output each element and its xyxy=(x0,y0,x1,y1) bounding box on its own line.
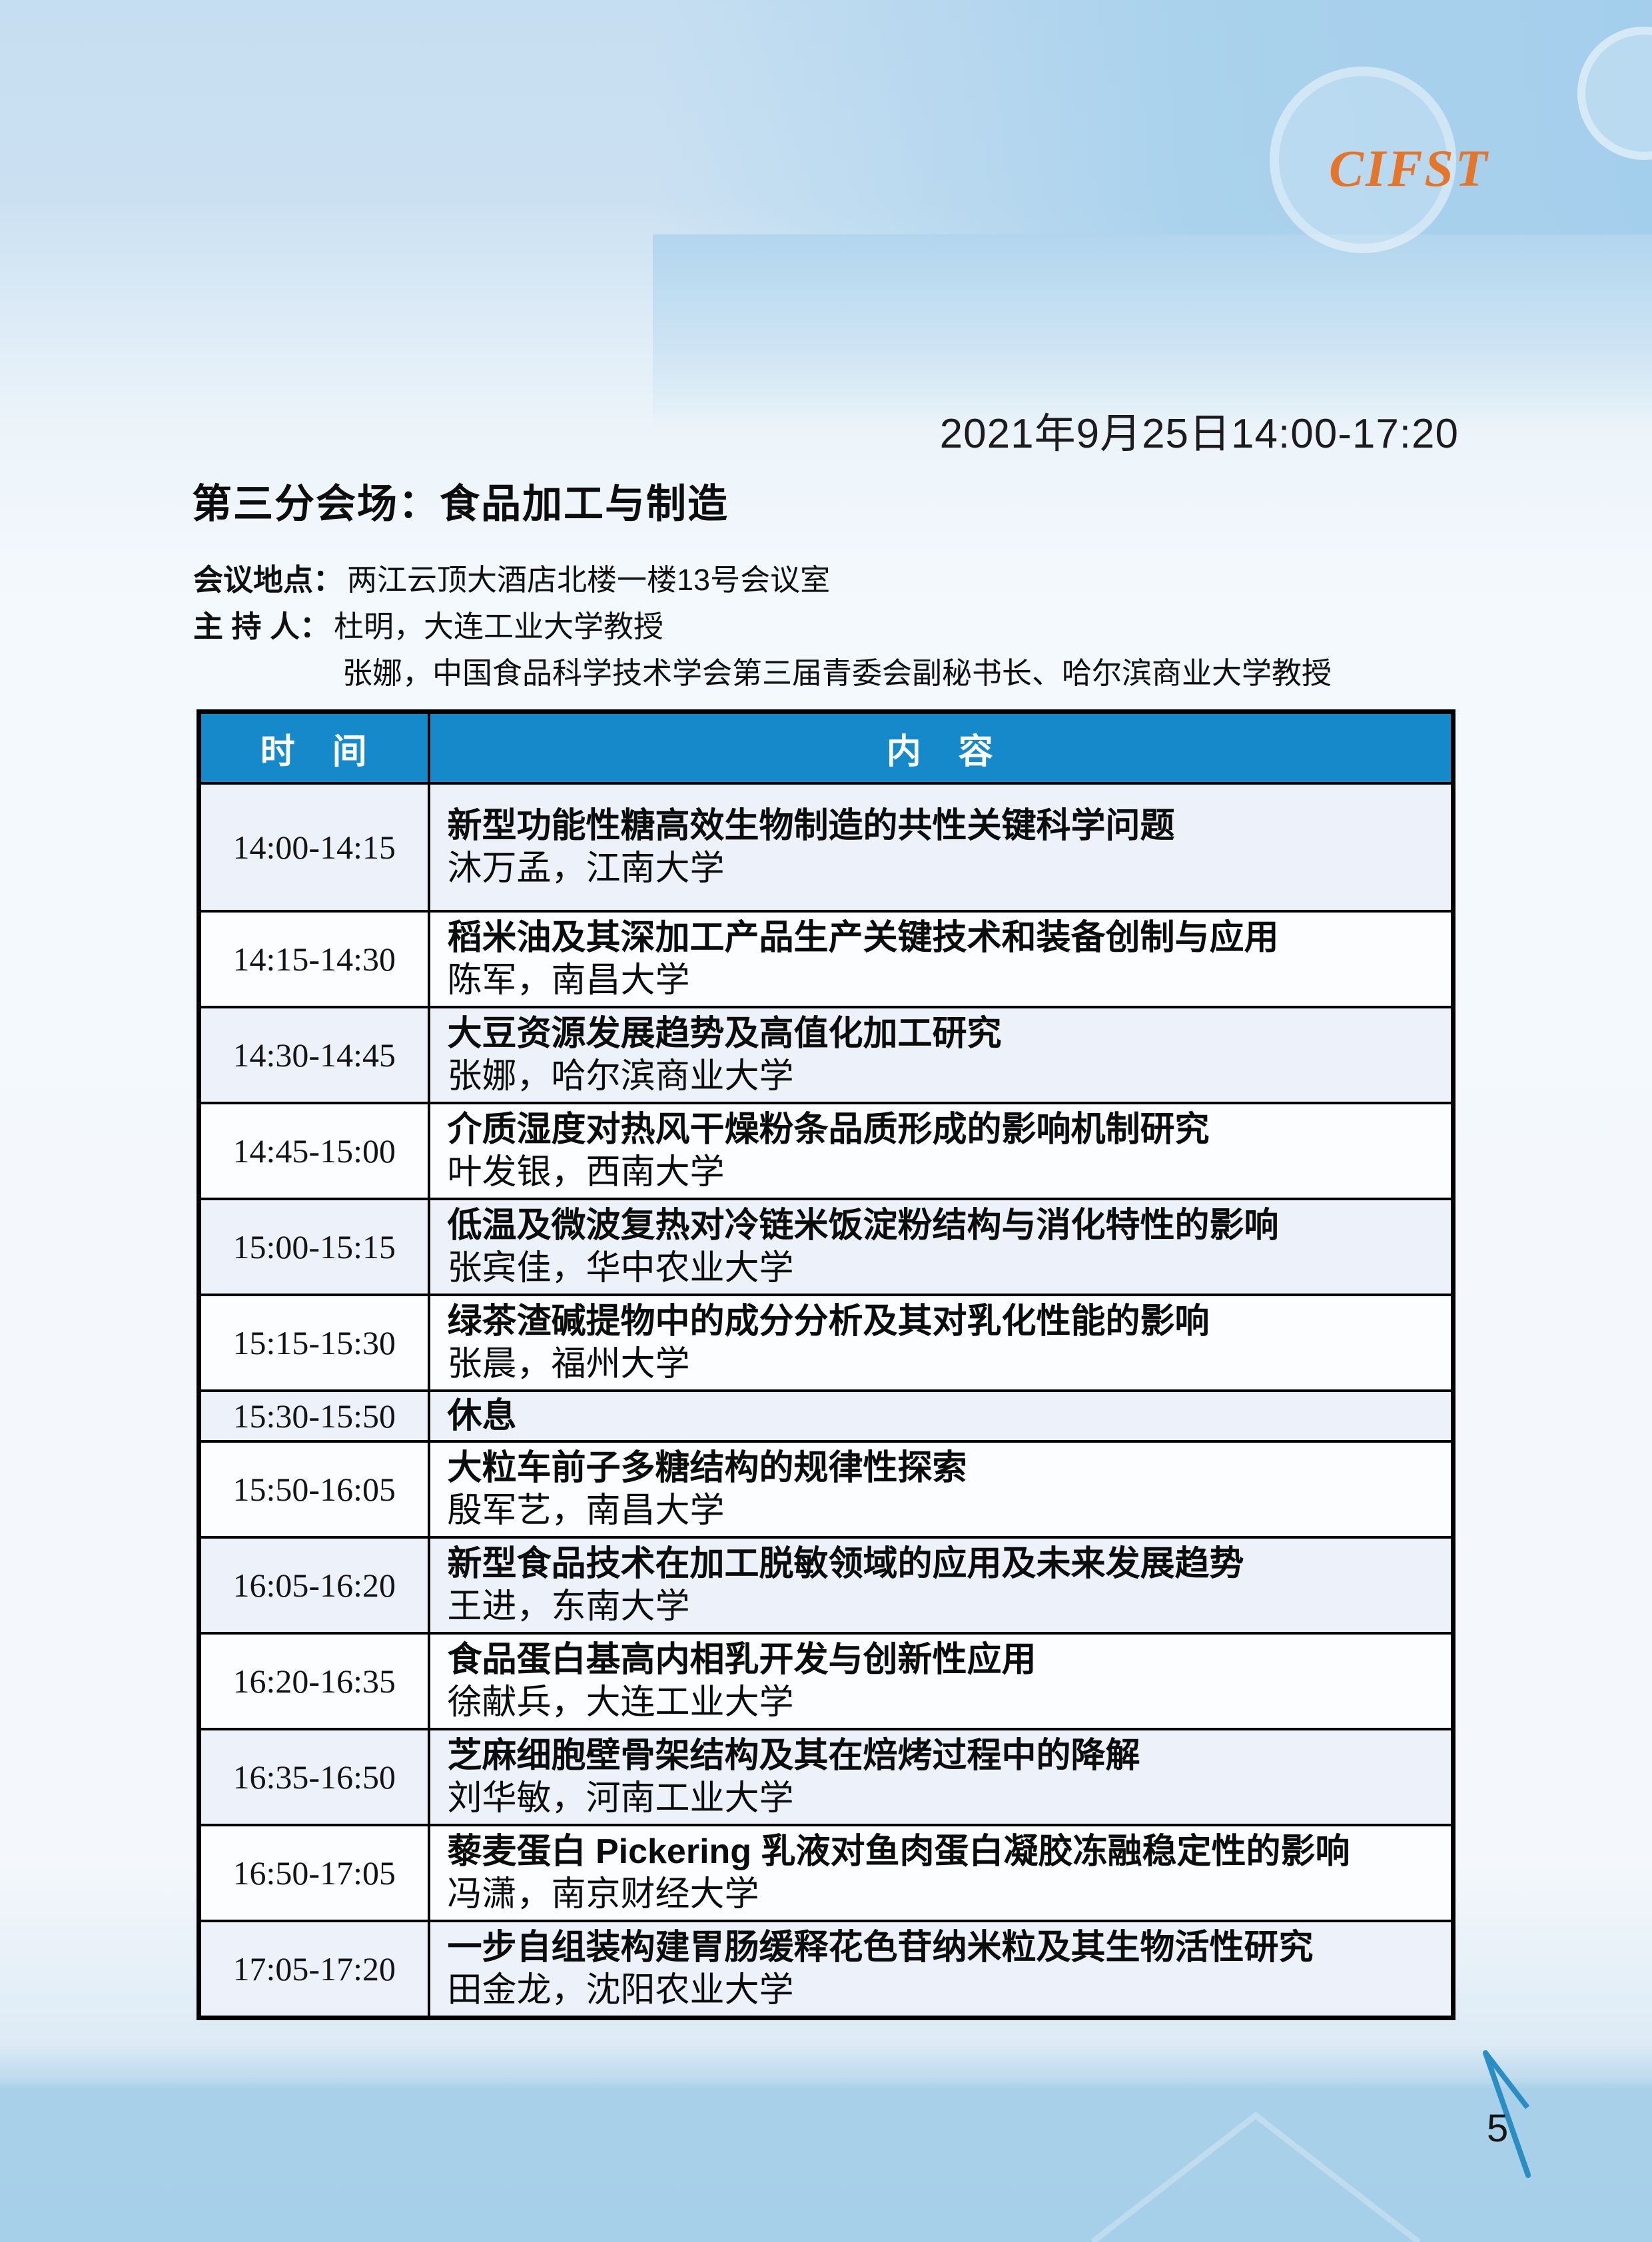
session-content: 新型食品技术在加工脱敏领域的应用及未来发展趋势 王进，东南大学 xyxy=(427,1536,1455,1635)
session-title: 食品蛋白基高内相乳开发与创新性应用 xyxy=(447,1641,1036,1679)
session-time: 14:00-14:15 xyxy=(197,782,430,913)
session-speaker: 张晨，福州大学 xyxy=(447,1345,690,1383)
session-title: 芝麻细胞壁骨架结构及其在焙烤过程中的降解 xyxy=(447,1736,1140,1775)
schedule-row: 16:20-16:35 食品蛋白基高内相乳开发与创新性应用 徐献兵，大连工业大学 xyxy=(197,1632,1455,1730)
session-title: 藜麦蛋白 Pickering 乳液对鱼肉蛋白凝胶冻融稳定性的影响 xyxy=(447,1832,1350,1871)
schedule-row: 17:05-17:20 一步自组装构建胃肠缓释花色苷纳米粒及其生物活性研究 田金龙，… xyxy=(197,1920,1455,2020)
session-content: 介质湿度对热风干燥粉条品质形成的影响机制研究 叶发银，西南大学 xyxy=(427,1102,1455,1200)
session-time: 16:35-16:50 xyxy=(197,1728,430,1826)
header-time: 时 间 xyxy=(197,710,430,785)
session-title: 新型功能性糖高效生物制造的共性关键科学问题 xyxy=(447,807,1175,845)
session-speaker: 冯潇，南京财经大学 xyxy=(447,1875,759,1914)
schedule-row: 15:50-16:05 大粒车前子多糖结构的规律性探索 殷军艺，南昌大学 xyxy=(197,1440,1455,1539)
session-title: 大粒车前子多糖结构的规律性探索 xyxy=(447,1449,967,1487)
session-content: 大粒车前子多糖结构的规律性探索 殷军艺，南昌大学 xyxy=(427,1440,1455,1539)
schedule-row: 15:15-15:30 绿茶渣碱提物中的成分分析及其对乳化性能的影响 张晨，福州大学 xyxy=(197,1294,1455,1392)
top-blue-band xyxy=(653,0,1652,234)
meeting-location-line: 会议地点： 两江云顶大酒店北楼一楼13号会议室 xyxy=(193,557,1332,603)
schedule-table: 时 间 内 容 14:00-14:15 新型功能性糖高效生物制造的共性关键科学问题… xyxy=(197,709,1455,2020)
top-blue-band-fade xyxy=(653,234,1652,434)
session-title: 稻米油及其深加工产品生产关键技术和装备创制与应用 xyxy=(447,919,1279,957)
session-time: 16:50-17:05 xyxy=(197,1824,430,1922)
session-content: 芝麻细胞壁骨架结构及其在焙烤过程中的降解 刘华敏，河南工业大学 xyxy=(427,1728,1455,1826)
session-speaker: 徐献兵，大连工业大学 xyxy=(447,1683,794,1722)
header-content: 内 容 xyxy=(427,710,1455,785)
session-content: 一步自组装构建胃肠缓释花色苷纳米粒及其生物活性研究 田金龙，沈阳农业大学 xyxy=(427,1920,1455,2020)
session-speaker: 张娜，哈尔滨商业大学 xyxy=(447,1057,794,1096)
session-speaker: 王进，东南大学 xyxy=(447,1587,690,1626)
session-speaker: 陈军，南昌大学 xyxy=(447,961,690,1000)
host-line-2: 张娜，中国食品科学技术学会第三届青委会副秘书长、哈尔滨商业大学教授 xyxy=(193,650,1332,697)
session-speaker: 殷军艺，南昌大学 xyxy=(447,1491,725,1530)
session-time: 15:15-15:30 xyxy=(197,1294,430,1392)
location-value: 两江云顶大酒店北楼一楼13号会议室 xyxy=(347,563,831,597)
session-speaker: 沐万孟，江南大学 xyxy=(447,849,725,888)
session-content: 稻米油及其深加工产品生产关键技术和装备创制与应用 陈军，南昌大学 xyxy=(427,910,1455,1008)
session-time: 14:30-14:45 xyxy=(197,1006,430,1104)
host-line-1: 主 持 人： 杜明，大连工业大学教授 xyxy=(193,603,1332,650)
session-speaker: 刘华敏，河南工业大学 xyxy=(447,1779,794,1818)
host-1: 杜明，大连工业大学教授 xyxy=(334,609,664,643)
session-speaker: 田金龙，沈阳农业大学 xyxy=(447,1971,794,2010)
session-content: 大豆资源发展趋势及高值化加工研究 张娜，哈尔滨商业大学 xyxy=(427,1006,1455,1104)
session-content: 低温及微波复热对冷链米饭淀粉结构与消化特性的影响 张宾佳，华中农业大学 xyxy=(427,1198,1455,1296)
session-time: 15:30-15:50 xyxy=(197,1389,430,1443)
location-label: 会议地点 xyxy=(193,563,314,597)
host-2: 张娜，中国食品科学技术学会第三届青委会副秘书长、哈尔滨商业大学教授 xyxy=(342,656,1332,690)
session-time: 16:05-16:20 xyxy=(197,1536,430,1635)
session-content: 休息 xyxy=(427,1389,1455,1443)
session-title: 休息 xyxy=(447,1397,517,1435)
session-time: 15:50-16:05 xyxy=(197,1440,430,1539)
session-time: 17:05-17:20 xyxy=(197,1920,430,2020)
meeting-info: 会议地点： 两江云顶大酒店北楼一楼13号会议室 主 持 人： 杜明，大连工业大学教授… xyxy=(193,557,1332,697)
footer-corner-graphic xyxy=(60,2050,1531,2242)
session-content: 藜麦蛋白 Pickering 乳液对鱼肉蛋白凝胶冻融稳定性的影响 冯潇，南京财经大… xyxy=(427,1824,1455,1922)
schedule-body: 14:00-14:15 新型功能性糖高效生物制造的共性关键科学问题 沐万孟，江南大学… xyxy=(197,782,1455,2020)
session-time: 16:20-16:35 xyxy=(197,1632,430,1730)
host-label: 主 持 人 xyxy=(193,609,300,643)
schedule-row: 14:15-14:30 稻米油及其深加工产品生产关键技术和装备创制与应用 陈军，南昌… xyxy=(197,910,1455,1008)
session-title: 大豆资源发展趋势及高值化加工研究 xyxy=(447,1014,1002,1053)
host-colon: ： xyxy=(300,609,330,643)
session-content: 新型功能性糖高效生物制造的共性关键科学问题 沐万孟，江南大学 xyxy=(427,782,1455,913)
session-time: 14:45-15:00 xyxy=(197,1102,430,1200)
schedule-row: 14:00-14:15 新型功能性糖高效生物制造的共性关键科学问题 沐万孟，江南大学 xyxy=(197,782,1455,913)
schedule-row: 14:45-15:00 介质湿度对热风干燥粉条品质形成的影响机制研究 叶发银，西南大… xyxy=(197,1102,1455,1200)
session-content: 食品蛋白基高内相乳开发与创新性应用 徐献兵，大连工业大学 xyxy=(427,1632,1455,1730)
footer-diagonal-line-full xyxy=(1483,2052,1531,2176)
schedule-header-row: 时 间 内 容 xyxy=(197,710,1455,785)
schedule-row: 16:50-17:05 藜麦蛋白 Pickering 乳液对鱼肉蛋白凝胶冻融稳定性… xyxy=(197,1824,1455,1922)
page-number: 5 xyxy=(1487,2107,1509,2150)
session-time: 14:15-14:30 xyxy=(197,910,430,1008)
cifst-logo: CIFST xyxy=(1329,139,1489,197)
schedule-row: 16:05-16:20 新型食品技术在加工脱敏领域的应用及未来发展趋势 王进，东南大… xyxy=(197,1536,1455,1635)
session-title: 介质湿度对热风干燥粉条品质形成的影响机制研究 xyxy=(447,1110,1210,1149)
session-time: 15:00-15:15 xyxy=(197,1198,430,1296)
schedule-row: 16:35-16:50 芝麻细胞壁骨架结构及其在焙烤过程中的降解 刘华敏，河南工业大… xyxy=(197,1728,1455,1826)
schedule-row: 15:00-15:15 低温及微波复热对冷链米饭淀粉结构与消化特性的影响 张宾佳，华… xyxy=(197,1198,1455,1296)
session-title: 绿茶渣碱提物中的成分分析及其对乳化性能的影响 xyxy=(447,1302,1210,1341)
page-title: 第三分会场：食品加工与制造 xyxy=(192,482,729,526)
session-title: 一步自组装构建胃肠缓释花色苷纳米粒及其生物活性研究 xyxy=(447,1928,1314,1967)
session-speaker: 张宾佳，华中农业大学 xyxy=(447,1249,794,1288)
location-colon: ： xyxy=(313,563,344,597)
schedule-row: 14:30-14:45 大豆资源发展趋势及高值化加工研究 张娜，哈尔滨商业大学 xyxy=(197,1006,1455,1104)
session-date: 2021年9月25日14:00-17:20 xyxy=(939,411,1459,457)
session-title: 新型食品技术在加工脱敏领域的应用及未来发展趋势 xyxy=(447,1545,1244,1583)
schedule-row-break: 15:30-15:50 休息 xyxy=(197,1389,1455,1443)
watermark-chevron xyxy=(1090,2111,1421,2242)
session-content: 绿茶渣碱提物中的成分分析及其对乳化性能的影响 张晨，福州大学 xyxy=(427,1294,1455,1392)
session-title: 低温及微波复热对冷链米饭淀粉结构与消化特性的影响 xyxy=(447,1206,1279,1245)
session-speaker: 叶发银，西南大学 xyxy=(447,1153,725,1192)
